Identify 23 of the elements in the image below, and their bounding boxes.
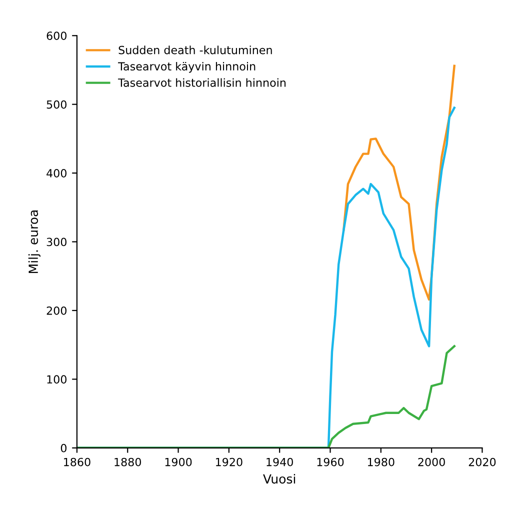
x-tick-label: 1940 [266, 458, 293, 466]
x-tick-label: 1880 [114, 458, 142, 466]
x-axis-title: Vuosi [263, 474, 296, 484]
x-tick-label: 2020 [468, 458, 496, 466]
x-tick-label: 1980 [368, 458, 394, 466]
x-tick-label: 1960 [317, 458, 344, 466]
y-axis-title: Milj. euroa [28, 210, 40, 274]
y-tick-label: 300 [46, 238, 66, 246]
y-tick-label: 500 [46, 100, 66, 109]
y-tick-label: 0 [60, 444, 66, 452]
y-tick-label: 600 [46, 32, 66, 40]
x-tick-label: 1860 [64, 458, 90, 466]
line-series [342, 64, 456, 301]
legend-label: Tasearvot historiallisin hinnoin [118, 78, 286, 87]
line-series [76, 345, 456, 448]
legend-label: Tasearvot käyvin hinnoin [118, 62, 256, 73]
y-tick-label: 100 [47, 375, 66, 384]
x-tick-label: 1900 [165, 458, 192, 466]
y-tick-label: 200 [46, 306, 66, 315]
legend-label: Sudden death -kulutuminen [118, 46, 272, 54]
x-tick-label: 1920 [216, 458, 242, 466]
x-tick-label: 2000 [418, 458, 445, 466]
y-tick-label: 400 [46, 169, 66, 178]
